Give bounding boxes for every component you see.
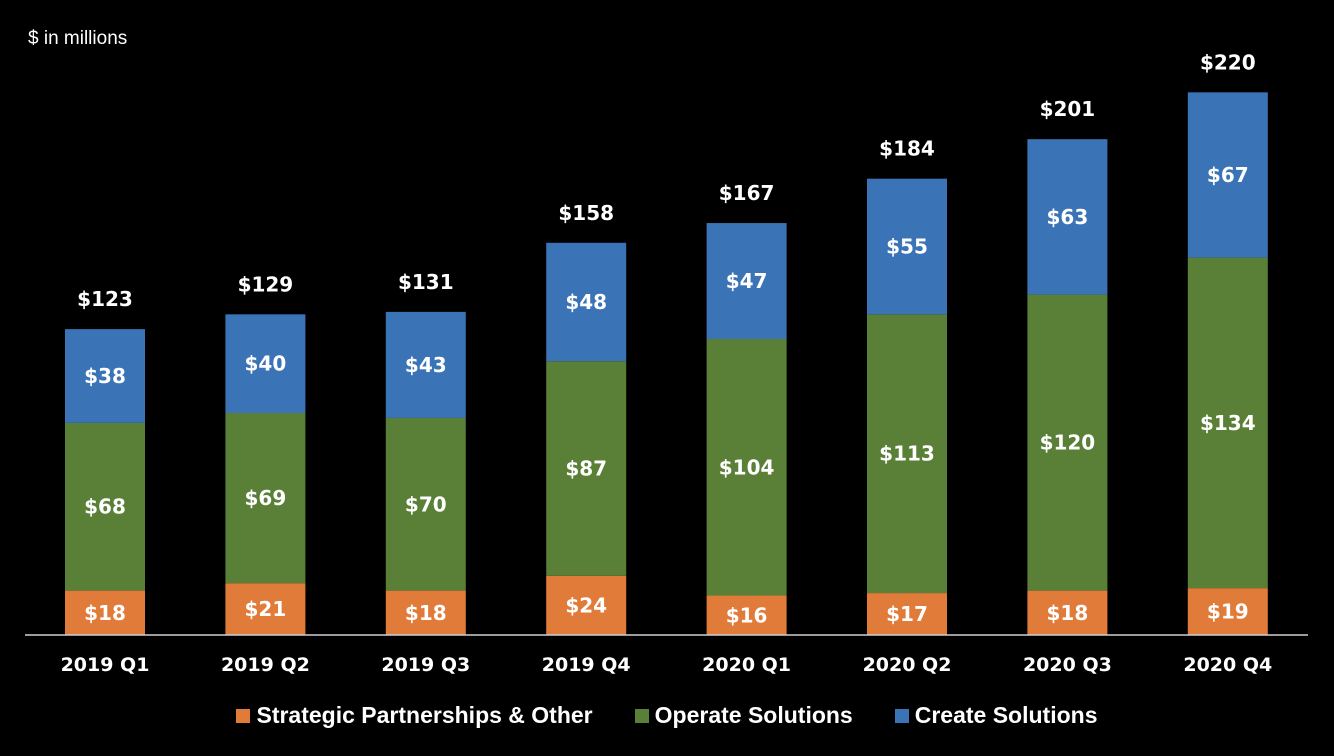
data-label-create: $63 <box>1047 205 1089 229</box>
bar-operate <box>1187 257 1268 589</box>
legend-item-strategic: Strategic Partnerships & Other <box>236 702 593 729</box>
data-label-operate: $120 <box>1040 431 1096 455</box>
data-label-create: $38 <box>84 364 126 388</box>
legend: Strategic Partnerships & Other Operate S… <box>0 702 1334 729</box>
x-tick-label: 2019 Q1 <box>61 654 150 676</box>
data-label-operate: $104 <box>719 455 775 479</box>
unit-note: $ in millions <box>28 28 128 49</box>
x-tick-label: 2020 Q4 <box>1183 654 1272 676</box>
bar-create <box>385 311 466 418</box>
bar-create <box>225 314 306 413</box>
bar-operate <box>225 413 306 584</box>
bar-operate <box>546 361 627 576</box>
legend-item-create: Create Solutions <box>894 702 1098 729</box>
bar-create <box>1187 92 1268 258</box>
x-tick-label: 2020 Q3 <box>1023 654 1112 676</box>
data-label-strategic: $19 <box>1207 600 1249 624</box>
data-label-create: $55 <box>886 235 928 259</box>
data-label-operate: $68 <box>84 495 126 519</box>
legend-label-operate: Operate Solutions <box>654 702 853 728</box>
bar-strategic <box>1027 590 1108 635</box>
data-label-strategic: $18 <box>84 601 126 625</box>
x-tick-label: 2019 Q2 <box>221 654 310 676</box>
total-label: $201 <box>1040 97 1096 121</box>
data-label-strategic: $17 <box>886 602 928 626</box>
x-tick-label: 2020 Q2 <box>863 654 952 676</box>
data-label-create: $47 <box>726 269 768 293</box>
total-label: $167 <box>719 181 775 205</box>
bar-create <box>706 223 787 339</box>
bar-operate <box>65 422 145 591</box>
bar-operate <box>1027 294 1108 591</box>
legend-label-strategic: Strategic Partnerships & Other <box>256 702 593 728</box>
bar-create <box>1027 139 1108 295</box>
data-label-strategic: $24 <box>565 593 607 617</box>
data-label-strategic: $21 <box>245 597 287 621</box>
legend-swatch-operate <box>634 708 649 723</box>
bar-operate <box>867 314 947 594</box>
total-label: $220 <box>1200 50 1256 74</box>
legend-label-create: Create Solutions <box>914 702 1098 728</box>
data-label-strategic: $18 <box>1047 601 1089 625</box>
data-label-create: $48 <box>565 290 607 314</box>
bar-strategic <box>1187 588 1268 635</box>
data-label-create: $67 <box>1207 163 1249 187</box>
bar-operate <box>706 339 787 596</box>
data-label-create: $43 <box>405 353 447 377</box>
bar-strategic <box>65 590 145 635</box>
bar-strategic <box>385 590 466 635</box>
total-label: $158 <box>558 201 614 225</box>
bar-create <box>546 242 627 362</box>
data-label-operate: $113 <box>879 442 935 466</box>
data-label-operate: $87 <box>565 457 607 481</box>
x-tick-label: 2020 Q1 <box>702 654 791 676</box>
x-tick-label: 2019 Q4 <box>542 654 631 676</box>
total-label: $123 <box>77 287 133 311</box>
legend-swatch-strategic <box>236 708 251 723</box>
bar-strategic <box>867 593 947 635</box>
bar-create <box>65 329 145 423</box>
data-label-operate: $69 <box>245 486 287 510</box>
bar-strategic <box>225 583 306 635</box>
total-label: $129 <box>238 272 294 296</box>
data-label-operate: $134 <box>1200 411 1256 435</box>
bar-strategic <box>706 595 787 635</box>
bar-create <box>867 178 947 315</box>
bar-strategic <box>546 575 627 635</box>
legend-swatch-create <box>894 708 909 723</box>
data-label-strategic: $18 <box>405 601 447 625</box>
total-label: $131 <box>398 270 454 294</box>
data-label-operate: $70 <box>405 492 447 516</box>
x-tick-label: 2019 Q3 <box>381 654 470 676</box>
total-label: $184 <box>879 137 935 161</box>
legend-item-operate: Operate Solutions <box>634 702 853 729</box>
bar-operate <box>385 417 466 591</box>
data-label-create: $40 <box>245 352 287 376</box>
data-label-strategic: $16 <box>726 603 768 627</box>
